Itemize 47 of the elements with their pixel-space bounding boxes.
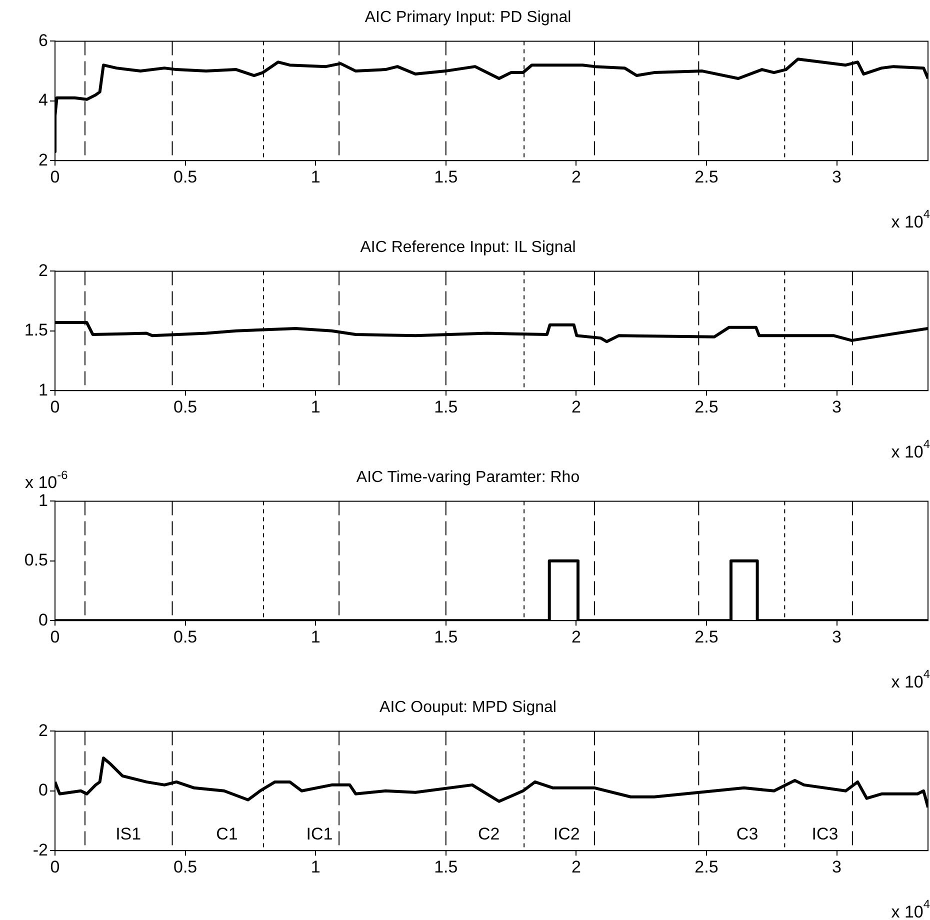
chart-title: AIC Time-varing Paramter: Rho <box>356 469 580 486</box>
x-tick-label: 2 <box>571 857 581 876</box>
y-tick-label: 0 <box>38 610 48 630</box>
x-tick-label: 0.5 <box>173 397 198 416</box>
y-tick-label: 0.5 <box>24 550 48 570</box>
x-tick-label: 1.5 <box>434 167 458 186</box>
y-tick-label: 6 <box>38 30 48 50</box>
x-tick-label: 1 <box>310 627 320 646</box>
y-tick-label: 2 <box>38 260 48 280</box>
x-tick-label: 1.5 <box>434 397 458 416</box>
x-tick-label: 0.5 <box>173 627 198 646</box>
y-tick-label: 1 <box>38 490 48 510</box>
annotation: C3 <box>736 824 758 844</box>
annotation: IC1 <box>306 824 333 844</box>
x-tick-label: 1.5 <box>434 627 458 646</box>
x-tick-label: 1 <box>310 167 320 186</box>
y-tick-label: 2 <box>38 150 48 170</box>
chart-title: AIC Primary Input: PD Signal <box>364 9 572 26</box>
annotation: C2 <box>478 824 500 844</box>
y-tick-label: -2 <box>32 840 48 860</box>
x-tick-label: 3 <box>832 627 842 646</box>
annotation: IS1 <box>116 824 142 844</box>
annotation: IC2 <box>553 824 580 844</box>
chart-title: AIC Oouput: MPD Signal <box>380 699 556 716</box>
x-tick-label: 1 <box>310 857 320 876</box>
x-tick-label: 3 <box>832 397 842 416</box>
y-tick-label: 4 <box>38 90 48 110</box>
x-tick-label: 3 <box>832 167 842 186</box>
x-tick-label: 2 <box>571 167 581 186</box>
x-tick-label: 0.5 <box>173 857 198 876</box>
x-tick-label: 2.5 <box>694 857 718 876</box>
y-tick-label: 2 <box>38 720 48 740</box>
annotation: C1 <box>216 824 238 844</box>
x-tick-label: 2.5 <box>694 627 718 646</box>
x-tick-label: 2.5 <box>694 167 718 186</box>
x-tick-label: 1.5 <box>434 857 458 876</box>
x-tick-label: 2 <box>571 397 581 416</box>
y-tick-label: 0 <box>38 780 48 800</box>
y-tick-label: 1 <box>38 380 48 400</box>
x-tick-label: 1 <box>310 397 320 416</box>
x-tick-label: 3 <box>832 857 842 876</box>
x-tick-label: 2.5 <box>694 397 718 416</box>
x-tick-label: 2 <box>571 627 581 646</box>
chart-title: AIC Reference Input: IL Signal <box>360 239 576 256</box>
x-tick-label: 0.5 <box>173 167 198 186</box>
y-tick-label: 1.5 <box>24 320 48 340</box>
annotation: IC3 <box>812 824 838 844</box>
